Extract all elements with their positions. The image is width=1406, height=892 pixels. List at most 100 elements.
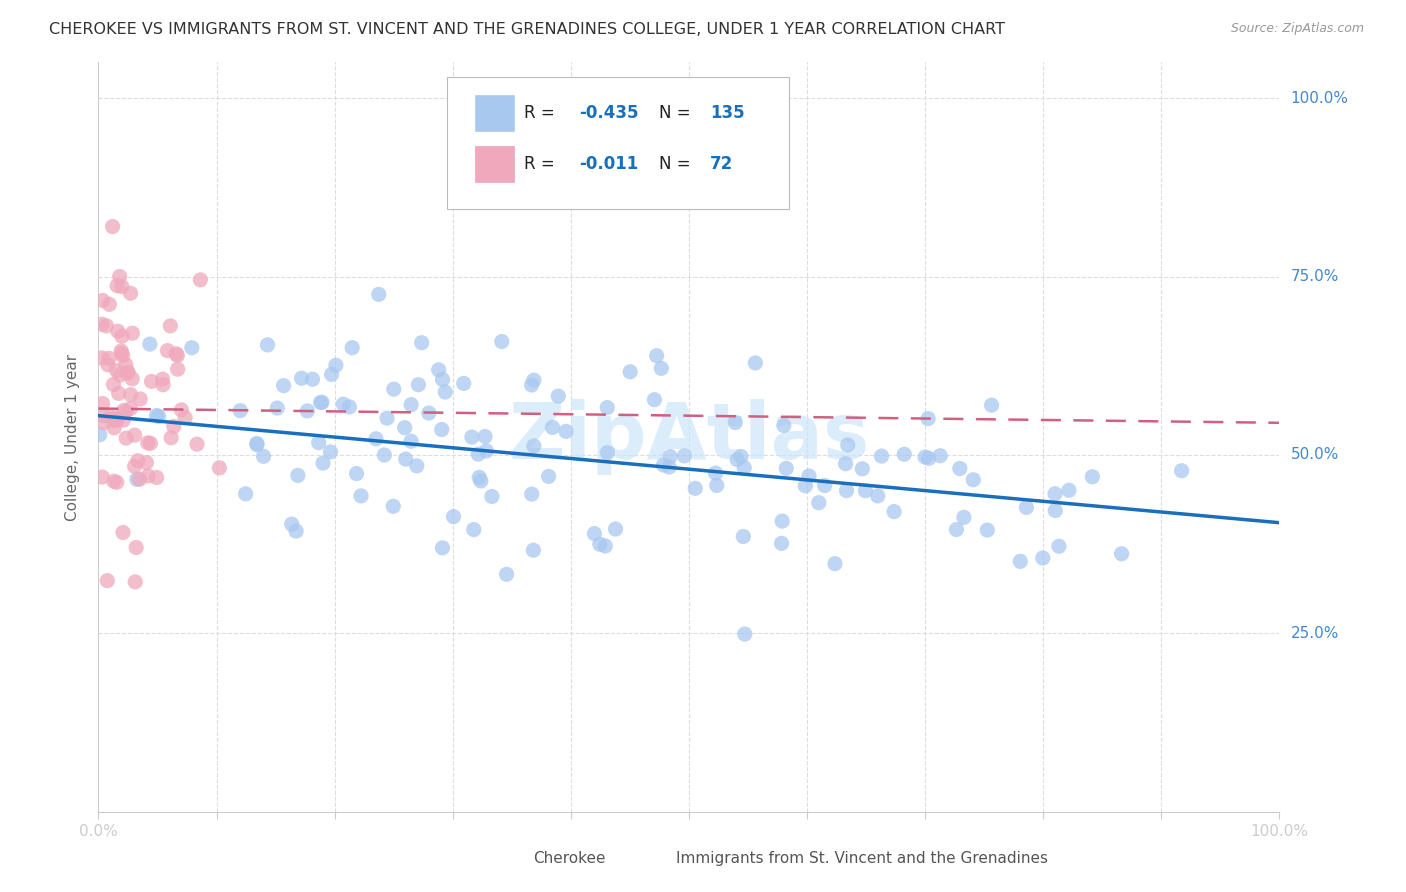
Point <box>835 483 858 498</box>
Point <box>108 269 131 284</box>
Point <box>824 557 846 571</box>
Point <box>468 470 491 484</box>
Point <box>364 432 387 446</box>
Point <box>163 419 186 434</box>
Point <box>744 356 766 370</box>
Text: R =: R = <box>523 154 560 172</box>
Point <box>443 509 465 524</box>
Point <box>208 460 231 475</box>
Point <box>949 461 972 475</box>
Text: 75.0%: 75.0% <box>1291 269 1339 284</box>
Point <box>659 450 682 464</box>
Point <box>474 429 496 443</box>
Point <box>1032 551 1054 566</box>
Point <box>1047 539 1070 553</box>
Point <box>724 416 747 430</box>
Point <box>120 286 142 301</box>
Point <box>375 411 398 425</box>
Point <box>114 358 136 372</box>
Point <box>325 358 347 372</box>
Point <box>124 459 146 474</box>
Point <box>93 409 115 423</box>
Point <box>619 365 641 379</box>
Point <box>89 427 111 442</box>
Point <box>112 403 135 417</box>
Point <box>117 365 139 379</box>
Point <box>111 346 134 360</box>
Point <box>1045 503 1067 517</box>
Point <box>434 385 457 400</box>
Point <box>186 437 208 451</box>
Point <box>405 458 427 473</box>
Point <box>870 449 893 463</box>
Point <box>93 416 115 430</box>
Point <box>120 387 142 401</box>
Point <box>730 450 752 464</box>
Point <box>1081 469 1104 483</box>
Point <box>467 447 489 461</box>
Point <box>866 489 889 503</box>
Point <box>91 293 114 308</box>
Text: ZipAtlas: ZipAtlas <box>509 399 869 475</box>
Point <box>1010 554 1032 568</box>
Point <box>128 472 150 486</box>
Point <box>770 536 793 550</box>
Point <box>394 420 416 434</box>
Point <box>770 514 793 528</box>
Point <box>418 406 440 420</box>
Point <box>96 318 118 333</box>
Point <box>107 324 129 338</box>
Point <box>332 397 354 411</box>
Bar <box>501 848 526 870</box>
Point <box>110 343 132 358</box>
Point <box>962 473 984 487</box>
Point <box>491 334 513 349</box>
Point <box>170 403 193 417</box>
Point <box>432 541 454 555</box>
Point <box>893 447 915 461</box>
Point <box>136 469 159 483</box>
Point <box>337 400 360 414</box>
Point <box>136 436 159 450</box>
Point <box>152 372 174 386</box>
Point <box>367 287 389 301</box>
Bar <box>475 95 515 131</box>
Point <box>125 541 148 555</box>
Point <box>725 452 748 467</box>
Point <box>589 537 612 551</box>
Text: 135: 135 <box>710 104 745 122</box>
Point <box>297 404 319 418</box>
Point <box>547 389 569 403</box>
Point <box>229 403 252 417</box>
Point <box>980 398 1002 412</box>
Point <box>246 436 269 450</box>
Point <box>256 338 278 352</box>
Point <box>953 510 976 524</box>
Point <box>141 375 163 389</box>
Point <box>127 453 149 467</box>
Text: N =: N = <box>659 154 696 172</box>
Point <box>166 362 188 376</box>
Point <box>408 377 430 392</box>
Point <box>129 392 152 406</box>
Text: CHEROKEE VS IMMIGRANTS FROM ST. VINCENT AND THE GRENADINES COLLEGE, UNDER 1 YEAR: CHEROKEE VS IMMIGRANTS FROM ST. VINCENT … <box>49 22 1005 37</box>
Point <box>190 273 212 287</box>
Point <box>235 487 257 501</box>
Bar <box>641 848 668 870</box>
Point <box>91 318 114 332</box>
Text: 25.0%: 25.0% <box>1291 626 1339 640</box>
Point <box>399 398 422 412</box>
Point <box>596 445 619 459</box>
Point <box>643 392 665 407</box>
Point <box>733 460 755 475</box>
Point <box>342 341 364 355</box>
Point <box>121 326 143 341</box>
Point <box>252 450 274 464</box>
Point <box>427 363 450 377</box>
Text: Source: ZipAtlas.com: Source: ZipAtlas.com <box>1230 22 1364 36</box>
Point <box>120 401 142 416</box>
Point <box>159 318 181 333</box>
FancyBboxPatch shape <box>447 78 789 209</box>
Point <box>470 474 492 488</box>
Point <box>160 431 183 445</box>
